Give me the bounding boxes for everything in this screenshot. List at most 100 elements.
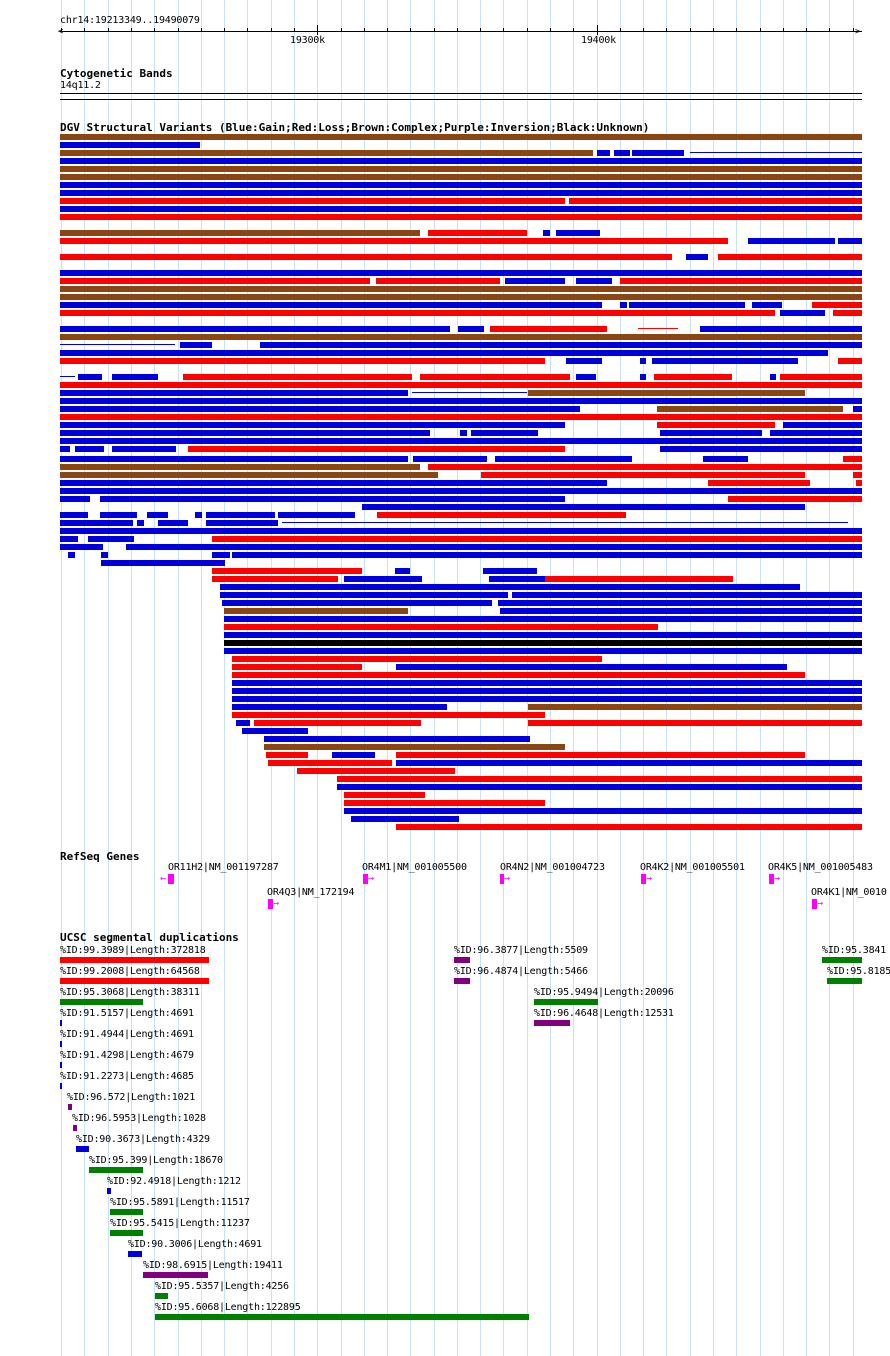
dgv-gain-variant[interactable]	[212, 552, 230, 558]
dgv-loss-variant[interactable]	[337, 776, 862, 782]
dgv-gain-variant[interactable]	[512, 592, 862, 598]
dgv-loss-variant[interactable]	[545, 576, 733, 582]
dgv-gain-variant[interactable]	[75, 446, 104, 452]
dgv-gain-variant[interactable]	[60, 544, 103, 550]
dgv-loss-variant[interactable]	[718, 254, 862, 260]
dgv-gain-variant[interactable]	[60, 190, 862, 196]
dgv-gain-variant[interactable]	[640, 374, 646, 380]
dgv-gain-variant[interactable]	[278, 512, 355, 518]
segdup-feature[interactable]	[128, 1251, 142, 1257]
dgv-gain-variant[interactable]	[242, 728, 308, 734]
dgv-loss-variant[interactable]	[377, 512, 626, 518]
dgv-gain-variant[interactable]	[224, 632, 862, 638]
dgv-gain-variant[interactable]	[460, 430, 467, 436]
dgv-gain-variant[interactable]	[620, 302, 627, 308]
dgv-gain-variant[interactable]	[332, 752, 375, 758]
dgv-gain-variant[interactable]	[748, 238, 835, 244]
dgv-gain-variant[interactable]	[232, 696, 862, 702]
dgv-gain-variant[interactable]	[60, 398, 862, 404]
dgv-gain-variant[interactable]	[780, 310, 825, 316]
dgv-loss-variant[interactable]	[853, 472, 862, 478]
dgv-gain-variant[interactable]	[703, 456, 748, 462]
dgv-gain-variant[interactable]	[489, 576, 545, 582]
dgv-gain-variant[interactable]	[222, 600, 492, 606]
dgv-loss-variant[interactable]	[780, 374, 862, 380]
segdup-feature[interactable]	[827, 978, 862, 984]
dgv-gain-variant[interactable]	[206, 512, 275, 518]
dgv-complex-variant[interactable]	[60, 174, 862, 180]
gene-or4k5[interactable]	[769, 874, 774, 884]
dgv-gain-variant[interactable]	[413, 456, 487, 462]
dgv-loss-variant[interactable]	[212, 568, 362, 574]
dgv-gain-variant[interactable]	[60, 520, 133, 526]
dgv-gain-variant[interactable]	[260, 342, 862, 348]
dgv-gain-variant[interactable]	[629, 302, 745, 308]
dgv-gain-variant[interactable]	[232, 552, 862, 558]
dgv-gain-variant[interactable]	[60, 528, 862, 534]
dgv-complex-variant[interactable]	[60, 150, 593, 156]
dgv-loss-variant[interactable]	[60, 414, 862, 420]
dgv-loss-variant[interactable]	[481, 472, 805, 478]
dgv-gain-variant[interactable]	[471, 430, 538, 436]
dgv-complex-variant[interactable]	[60, 472, 438, 478]
dgv-gain-variant[interactable]	[147, 512, 168, 518]
dgv-gain-variant[interactable]	[60, 182, 862, 188]
dgv-gain-variant[interactable]	[232, 704, 447, 710]
dgv-gain-variant[interactable]	[60, 376, 75, 377]
dgv-complex-variant[interactable]	[60, 464, 420, 470]
dgv-complex-variant[interactable]	[60, 134, 862, 140]
dgv-gain-variant[interactable]	[60, 446, 70, 452]
dgv-loss-variant[interactable]	[232, 672, 805, 678]
dgv-gain-variant[interactable]	[362, 504, 805, 510]
dgv-loss-variant[interactable]	[654, 374, 732, 380]
dgv-track-title[interactable]: DGV Structural Variants (Blue:Gain;Red:L…	[60, 121, 650, 134]
segdup-feature[interactable]	[60, 1062, 62, 1068]
segdup-feature[interactable]	[110, 1209, 143, 1215]
segdup-feature[interactable]	[454, 957, 470, 963]
dgv-loss-variant[interactable]	[212, 576, 338, 582]
dgv-loss-variant[interactable]	[60, 358, 545, 364]
dgv-loss-variant[interactable]	[812, 302, 862, 308]
dgv-complex-variant[interactable]	[224, 608, 408, 614]
dgv-gain-variant[interactable]	[690, 152, 862, 153]
refseq-track-title[interactable]: RefSeq Genes	[60, 850, 140, 863]
dgv-loss-variant[interactable]	[188, 446, 565, 452]
segdup-feature[interactable]	[534, 999, 598, 1005]
dgv-loss-variant[interactable]	[268, 760, 392, 766]
segdup-feature[interactable]	[110, 1230, 143, 1236]
dgv-gain-variant[interactable]	[483, 568, 537, 574]
dgv-loss-variant[interactable]	[490, 326, 607, 332]
dgv-gain-variant[interactable]	[351, 816, 459, 822]
gene-or4q3[interactable]	[268, 899, 273, 909]
dgv-gain-variant[interactable]	[686, 254, 708, 260]
dgv-loss-variant[interactable]	[396, 752, 805, 758]
dgv-gain-variant[interactable]	[195, 512, 202, 518]
gene-or11h2[interactable]	[168, 874, 174, 884]
dgv-complex-variant[interactable]	[60, 166, 862, 172]
dgv-complex-variant[interactable]	[528, 704, 862, 710]
gene-or4k1[interactable]	[812, 899, 817, 909]
dgv-gain-variant[interactable]	[60, 456, 408, 462]
segdup-feature[interactable]	[534, 1020, 570, 1026]
segdup-feature[interactable]	[155, 1293, 168, 1299]
segdup-feature[interactable]	[454, 978, 470, 984]
segdup-feature[interactable]	[73, 1125, 77, 1131]
dgv-gain-variant[interactable]	[752, 302, 782, 308]
dgv-gain-variant[interactable]	[112, 374, 158, 380]
segdup-feature[interactable]	[60, 999, 143, 1005]
gene-or4k2[interactable]	[641, 874, 646, 884]
dgv-loss-variant[interactable]	[266, 752, 308, 758]
dgv-gain-variant[interactable]	[614, 150, 630, 156]
dgv-loss-variant[interactable]	[297, 768, 455, 774]
dgv-gain-variant[interactable]	[498, 600, 862, 606]
gene-or4n2[interactable]	[500, 874, 504, 884]
dgv-loss-variant[interactable]	[344, 792, 425, 798]
dgv-gain-variant[interactable]	[60, 270, 862, 276]
dgv-gain-variant[interactable]	[60, 536, 78, 542]
segdup-feature[interactable]	[60, 1020, 62, 1026]
dgv-complex-variant[interactable]	[264, 744, 565, 750]
dgv-loss-variant[interactable]	[232, 656, 602, 662]
dgv-gain-variant[interactable]	[264, 736, 530, 742]
dgv-gain-variant[interactable]	[344, 808, 862, 814]
segdup-feature[interactable]	[76, 1146, 89, 1152]
